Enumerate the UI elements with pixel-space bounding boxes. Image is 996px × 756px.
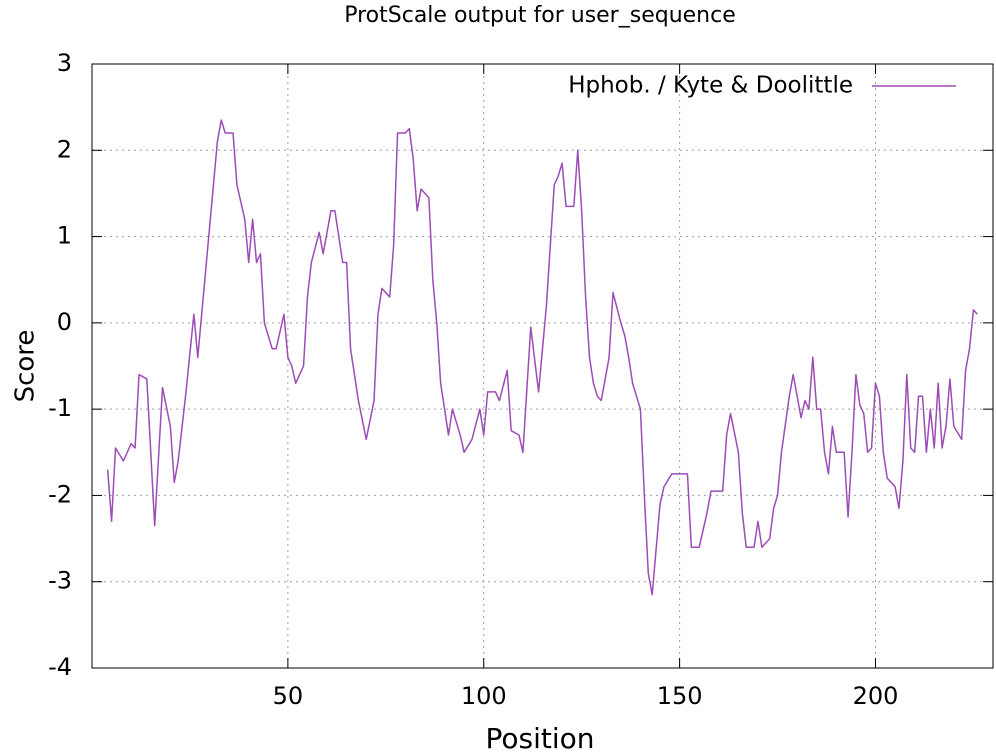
y-tick-label: -1 <box>48 394 72 422</box>
y-tick-label: -4 <box>48 653 72 681</box>
plot-border <box>91 63 994 669</box>
y-tick-label: 1 <box>57 222 72 250</box>
y-tick-label: -3 <box>48 567 72 595</box>
y-tick-label: -2 <box>48 480 72 508</box>
x-tick-label: 150 <box>657 682 703 710</box>
y-axis-label: Score <box>11 330 41 403</box>
legend-label: Hphob. / Kyte & Doolittle <box>568 73 853 99</box>
x-tick-label: 200 <box>853 682 899 710</box>
chart-title: ProtScale output for user_sequence <box>344 3 736 28</box>
x-tick-label: 100 <box>461 682 507 710</box>
x-axis-label: Position <box>485 722 594 755</box>
y-tick-label: 0 <box>57 308 72 336</box>
data-line <box>106 119 978 596</box>
x-tick-label: 50 <box>273 682 304 710</box>
y-tick-label: 2 <box>57 135 72 163</box>
y-tick-label: 3 <box>57 49 72 77</box>
